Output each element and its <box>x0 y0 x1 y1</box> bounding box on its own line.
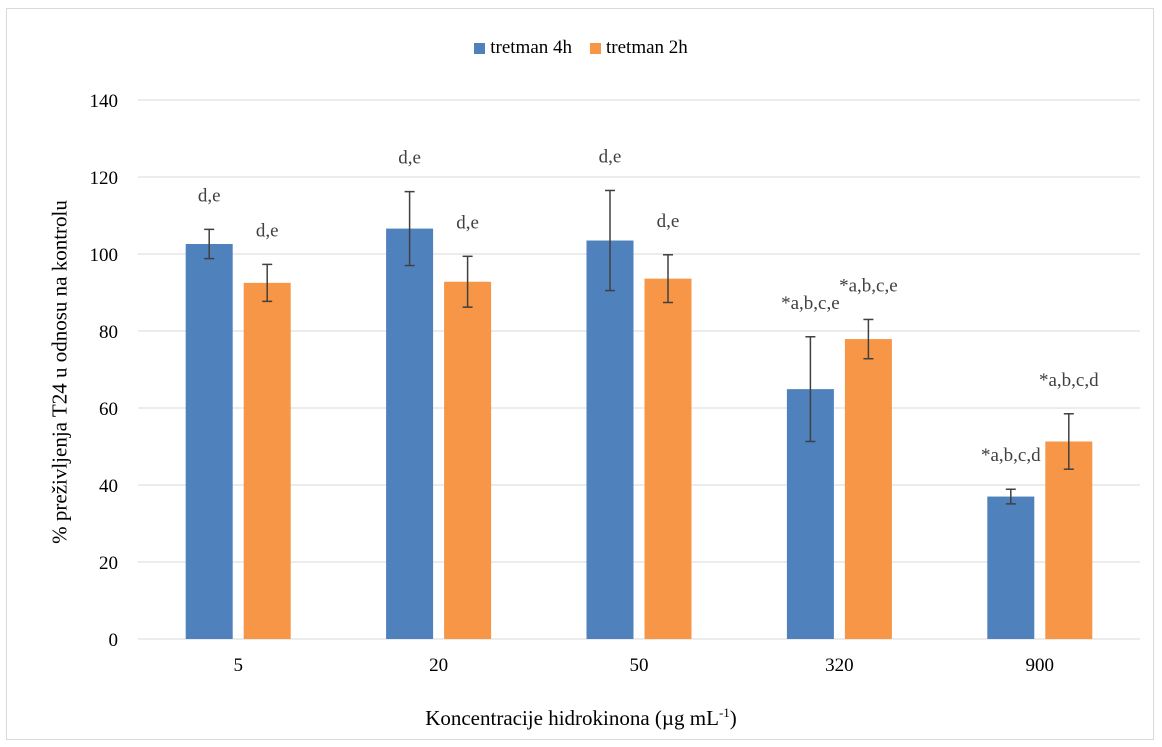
bar-4h <box>185 243 233 640</box>
y-tick-label: 60 <box>99 399 118 420</box>
x-tick-label: 320 <box>825 655 854 676</box>
y-tick-label: 100 <box>90 245 119 266</box>
bar-2h <box>644 278 692 639</box>
y-tick-label: 120 <box>90 168 119 189</box>
legend-item-2h: tretman 2h <box>590 37 688 59</box>
bar-2h <box>1045 441 1093 639</box>
bar-2h <box>844 339 892 639</box>
data-label: d,e <box>599 146 622 167</box>
x-tick-label: 20 <box>429 655 448 676</box>
legend-label-2h: tretman 2h <box>606 37 688 58</box>
x-tick-label: 50 <box>630 655 649 676</box>
data-label: d,e <box>398 148 421 169</box>
y-tick-label: 140 <box>90 91 119 112</box>
x-axis-label: Koncentracije hidrokinona (µg mL-1) <box>0 705 1162 731</box>
data-label: *a,b,c,e <box>781 293 840 314</box>
data-label: d,e <box>198 185 221 206</box>
y-tick-label: 20 <box>99 553 118 574</box>
bar-4h <box>987 496 1035 639</box>
legend: tretman 4h tretman 2h <box>0 37 1162 59</box>
chart-frame <box>6 8 1154 740</box>
data-label: d,e <box>456 212 479 233</box>
bar-2h <box>243 282 291 639</box>
y-tick-label: 0 <box>109 630 119 651</box>
x-axis-label-end: ) <box>729 706 737 730</box>
data-label: d,e <box>256 220 279 241</box>
x-tick-label: 5 <box>233 655 243 676</box>
legend-swatch-4h <box>474 42 486 54</box>
legend-swatch-2h <box>590 42 601 54</box>
x-axis-label-sup: -1 <box>718 705 730 720</box>
bar-4h <box>586 240 634 639</box>
legend-label-4h: tretman 4h <box>490 37 572 58</box>
bar-4h <box>386 228 434 639</box>
data-label: *a,b,c,e <box>839 275 898 296</box>
legend-item-4h: tretman 4h <box>474 37 572 59</box>
y-tick-label: 40 <box>99 476 118 497</box>
y-tick-label: 80 <box>99 322 118 343</box>
data-label: *a,b,c,d <box>981 445 1041 466</box>
data-label: d,e <box>657 211 680 232</box>
x-tick-label: 900 <box>1026 655 1055 676</box>
y-axis-label: % preživljenja T24 u odnosu na kontrolu <box>47 200 72 544</box>
bar-2h <box>444 281 492 639</box>
data-label: *a,b,c,d <box>1039 370 1099 391</box>
x-axis-label-main: Koncentracije hidrokinona (µg mL <box>425 706 719 730</box>
